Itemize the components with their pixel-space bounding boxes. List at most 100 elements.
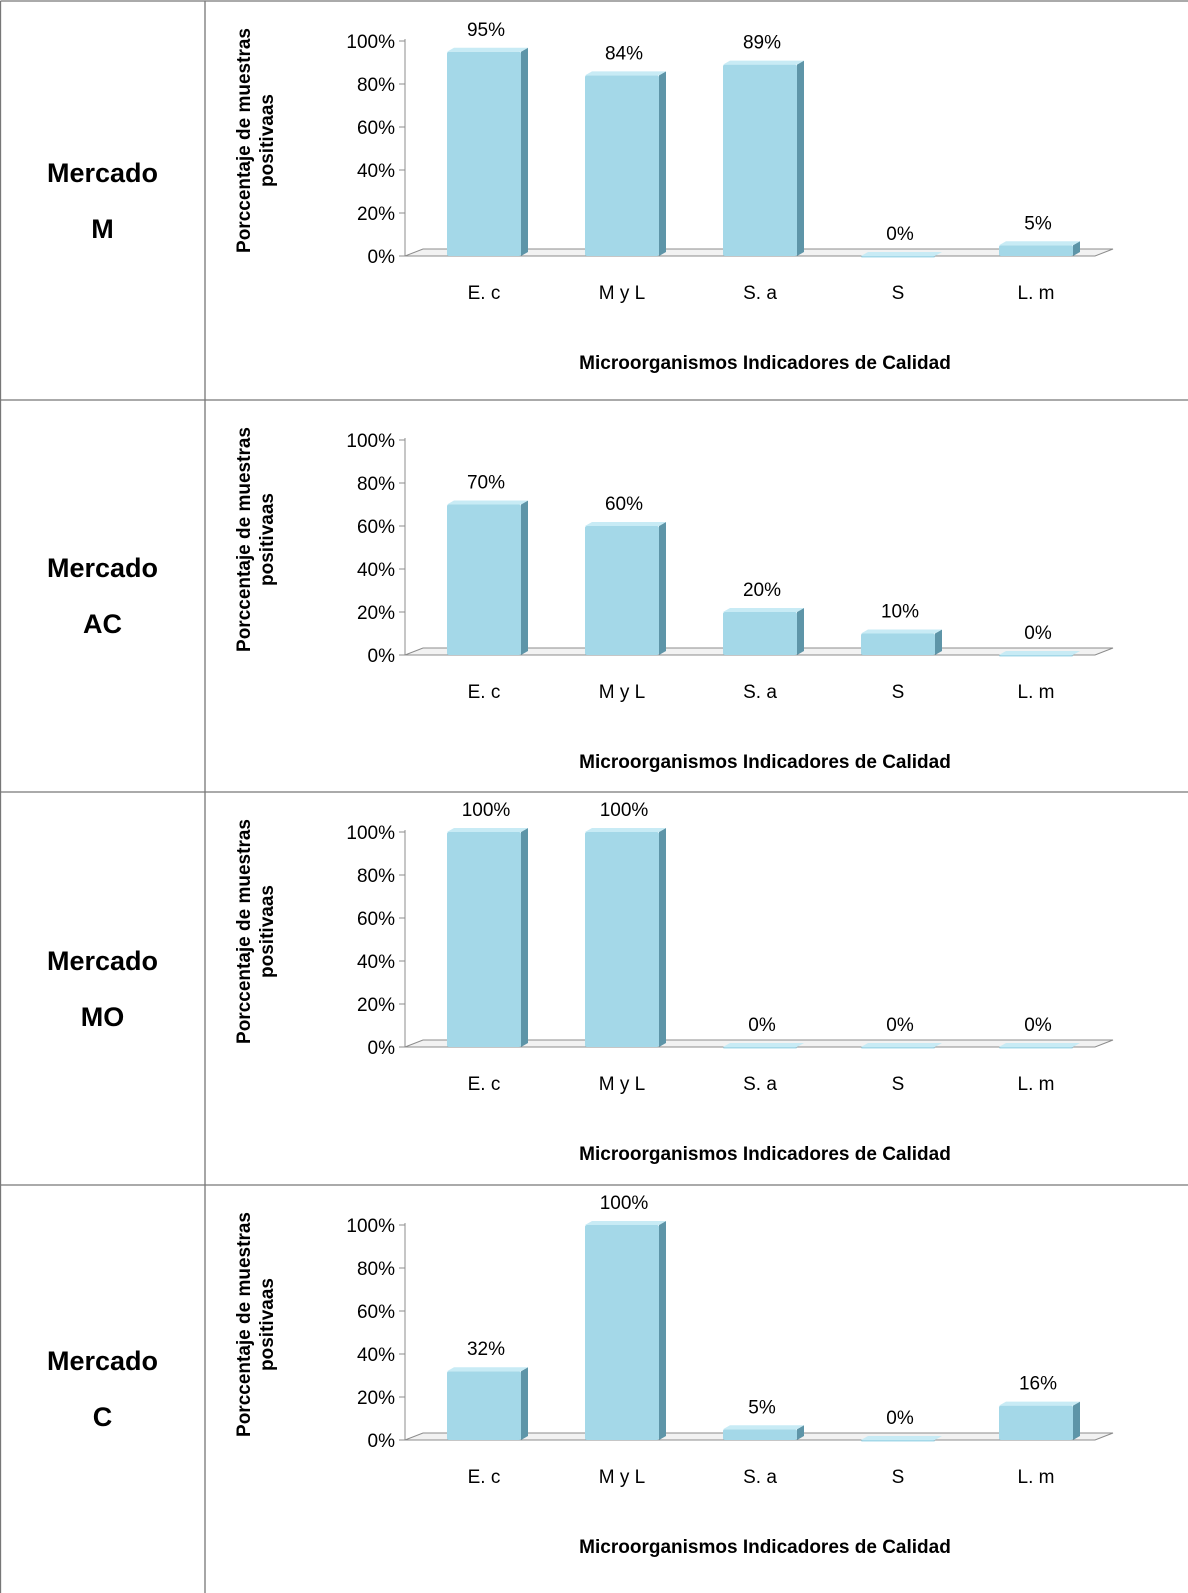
bar-front <box>723 612 797 655</box>
x-axis-title: Microorganismos Indicadores de Calidad <box>579 1537 951 1558</box>
data-label: 100% <box>600 800 649 821</box>
bar-side <box>521 828 528 1047</box>
bar <box>585 1221 666 1440</box>
market-label-line2: AC <box>82 609 122 639</box>
bar-front <box>861 633 935 655</box>
y-tick-label: 100% <box>346 431 395 452</box>
bar <box>999 1043 1080 1049</box>
x-axis-title: Microorganismos Indicadores de Calidad <box>579 1144 951 1165</box>
bar <box>585 522 666 655</box>
x-tick-label: S <box>892 283 905 304</box>
x-tick-label: M y L <box>599 1074 645 1095</box>
bar-top <box>447 500 528 505</box>
data-label: 100% <box>462 800 511 821</box>
data-label: 89% <box>743 33 781 54</box>
bar-front <box>723 1429 797 1440</box>
bar <box>447 828 528 1047</box>
data-label: 5% <box>748 1397 776 1418</box>
y-axis-title: Porccentaje de muestras positivaas <box>234 427 278 652</box>
x-tick-label: S <box>892 1074 905 1095</box>
x-tick-label: E. c <box>468 283 501 304</box>
y-tick-label: 60% <box>357 909 395 930</box>
bar-front <box>861 1047 935 1049</box>
bar-front <box>999 1047 1073 1049</box>
y-tick-label: 40% <box>357 1345 395 1366</box>
market-row-c: Mercado C Porccentaje de muestras positiv… <box>0 1185 1188 1593</box>
y-axis-title-line1: Porccentaje de muestras <box>234 427 255 652</box>
bar-side <box>521 1367 528 1440</box>
bar-front <box>585 832 659 1047</box>
market-row-mo: Mercado MO Porccentaje de muestras positi… <box>0 792 1188 1185</box>
market-label-cell: Mercado C <box>0 1185 205 1593</box>
bar <box>999 241 1080 256</box>
y-tick-label: 60% <box>357 118 395 139</box>
market-label: Mercado C <box>47 1333 158 1445</box>
market-label-line2: C <box>92 1402 113 1432</box>
y-tick-label: 60% <box>357 517 395 538</box>
bar-top <box>585 522 666 526</box>
market-label: Mercado MO <box>47 933 158 1045</box>
y-axis-title: Porccentaje de muestras positivaas <box>234 28 278 253</box>
data-label: 0% <box>1024 623 1052 644</box>
market-label-cell: Mercado MO <box>0 792 205 1185</box>
bar-top <box>723 1043 804 1047</box>
market-label-line1: Mercado <box>46 157 159 188</box>
x-tick-label: M y L <box>599 682 645 703</box>
bar <box>861 629 942 655</box>
y-axis-title: Porccentaje de muestras positivaas <box>234 1212 278 1437</box>
y-axis-title-line2: positivaas <box>257 1278 278 1371</box>
bar-chart-mo: Porccentaje de muestras positivaas 0% 20% 40… <box>205 792 1188 1185</box>
bar-front <box>447 832 521 1047</box>
bar-top <box>999 651 1080 655</box>
bar-front <box>447 51 521 256</box>
y-tick-label: 20% <box>357 1388 395 1409</box>
bar-front <box>861 1440 935 1442</box>
market-label: Mercado AC <box>47 540 158 652</box>
bar-chart-svg: Porccentaje de muestras positivaas 0% 20% 40… <box>234 20 1114 374</box>
bar <box>723 1043 804 1049</box>
data-label: 0% <box>886 224 914 245</box>
y-tick-label: 80% <box>357 1259 395 1280</box>
bar-top <box>999 1401 1080 1406</box>
data-label: 0% <box>886 1408 914 1429</box>
bar <box>861 1436 942 1442</box>
y-axis-title-line1: Porccentaje de muestras <box>234 1212 255 1437</box>
x-tick-label: E. c <box>468 682 501 703</box>
y-axis-title-line2: positivaas <box>257 493 278 586</box>
x-tick-label: S <box>892 1467 905 1488</box>
y-tick-label: 100% <box>346 1216 395 1237</box>
x-axis-title: Microorganismos Indicadores de Calidad <box>579 353 951 374</box>
bar-top <box>447 1367 528 1372</box>
bar-front <box>723 1047 797 1049</box>
bar-top <box>861 1436 942 1440</box>
y-tick-label: 80% <box>357 866 395 887</box>
bar-top <box>999 1043 1080 1047</box>
bar-side <box>1073 1401 1080 1440</box>
y-tick-label: 60% <box>357 1302 395 1323</box>
y-tick-label: 0% <box>368 1431 396 1452</box>
bar-front <box>585 75 659 257</box>
bar-side <box>659 522 666 655</box>
market-label-line1: Mercado <box>46 945 159 976</box>
bar-front <box>999 655 1073 657</box>
y-axis-title-line2: positivaas <box>257 94 278 187</box>
bar-chart-svg: Porccentaje de muestras positivaas 0% 20% 40… <box>234 427 1114 773</box>
y-tick-label: 0% <box>368 1038 396 1059</box>
y-tick-label: 20% <box>357 204 395 225</box>
data-label: 70% <box>467 473 505 494</box>
y-axis-title-line1: Porccentaje de muestras <box>234 819 255 1044</box>
y-tick-label: 40% <box>357 161 395 182</box>
bar-front <box>861 256 935 258</box>
x-tick-label: S. a <box>743 682 777 703</box>
x-tick-label: S <box>892 682 905 703</box>
data-label: 0% <box>748 1015 776 1036</box>
y-axis-title-line1: Porccentaje de muestras <box>234 28 255 253</box>
y-tick-label: 20% <box>357 603 395 624</box>
market-label-line2: M <box>91 213 114 244</box>
bar-chart-ac: Porccentaje de muestras positivaas 0% 20% 40… <box>205 400 1188 792</box>
x-tick-label: M y L <box>599 283 645 304</box>
bar-top <box>585 1221 666 1225</box>
bar-side <box>521 47 528 256</box>
bar <box>447 1367 528 1440</box>
